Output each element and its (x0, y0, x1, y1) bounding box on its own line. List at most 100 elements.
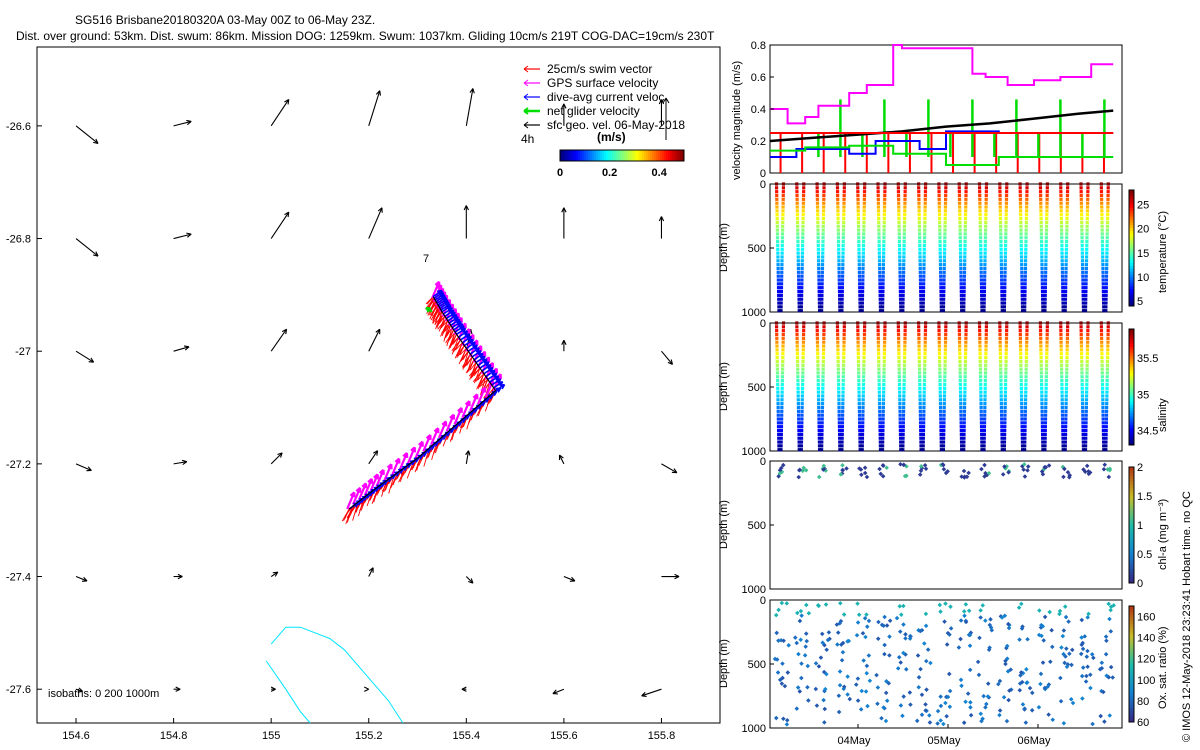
profile-point (915, 653, 921, 658)
profile-point (857, 390, 861, 394)
profile-point (901, 428, 905, 433)
profile-point (898, 413, 902, 417)
profile-point (1085, 213, 1089, 217)
profile-point (1041, 436, 1045, 440)
profile-point (780, 409, 784, 413)
profile-point (901, 432, 905, 436)
panel-colorbar-swatch (1129, 565, 1134, 569)
profile-point (898, 390, 902, 394)
profile-point (963, 247, 967, 251)
profile-point (1099, 182, 1103, 186)
profile-point (962, 293, 966, 297)
profile-point (1019, 216, 1023, 221)
profile-point (1104, 444, 1108, 448)
profile-point (797, 448, 801, 452)
profile-point (959, 263, 963, 267)
profile-point (999, 405, 1004, 410)
profile-point (1004, 344, 1008, 348)
panel-colorbar-swatch (1129, 271, 1134, 275)
profile-point (937, 205, 941, 209)
profile-point (857, 409, 862, 413)
profile-point (917, 232, 922, 236)
profile-point (821, 220, 825, 224)
profile-point (1101, 394, 1105, 398)
profile-point (781, 220, 785, 224)
profile-point (801, 371, 805, 375)
panel-colorbar-swatch (1129, 421, 1134, 426)
colorbar-swatch (676, 150, 679, 161)
profile-point (861, 259, 865, 263)
profile-point (1004, 382, 1008, 387)
profile-point (1079, 182, 1083, 186)
profile-point (1024, 394, 1028, 398)
profile-point (1064, 251, 1068, 255)
profile-point (860, 440, 864, 444)
profile-point (1065, 201, 1069, 205)
profile-point (857, 255, 861, 259)
profile-point (881, 301, 885, 305)
profile-point (1060, 236, 1064, 240)
profile-point (1025, 464, 1031, 469)
profile-point (959, 413, 963, 417)
panel-colorbar-swatch (1129, 436, 1134, 440)
profile-point (823, 602, 829, 607)
profile-point (817, 440, 822, 444)
svg-text:dive-avg current veloc.: dive-avg current veloc. (547, 90, 668, 104)
profile-point (917, 352, 921, 356)
profile-point (881, 289, 885, 294)
profile-point (923, 186, 928, 190)
map-chart: 154.6 154.8 155 155.2 155.4 155.6 155.8 -26.6-… (6, 46, 721, 742)
panel-y-tick-label: 1000 (742, 723, 766, 735)
profile-point (816, 352, 820, 356)
profile-point (963, 390, 967, 394)
profile-point (1059, 224, 1064, 228)
profile-point (917, 344, 921, 348)
profile-point (939, 270, 943, 274)
profile-point (820, 448, 824, 452)
profile-point (841, 402, 845, 406)
profile-point (820, 436, 824, 440)
profile-point (959, 417, 963, 421)
profile-point (1061, 289, 1065, 294)
profile-point (1081, 282, 1085, 286)
profile-point (957, 336, 962, 340)
profile-point (842, 201, 846, 205)
profile-point (1045, 209, 1049, 213)
profile-point (816, 348, 820, 352)
profile-point (797, 440, 801, 444)
profile-point (777, 305, 781, 309)
profile-point (877, 224, 881, 228)
profile-point (999, 224, 1003, 228)
gps-velocity-head (425, 434, 432, 440)
profile-point (1104, 409, 1109, 413)
profile-point (1040, 409, 1044, 413)
geo-vector-head (461, 686, 467, 692)
profile-point (1062, 604, 1068, 609)
profile-point (841, 251, 845, 255)
profile-point (1085, 664, 1090, 670)
panel-colorbar-swatch (1129, 719, 1134, 723)
profile-point (964, 348, 968, 352)
profile-point (882, 240, 886, 244)
profile-point (923, 197, 927, 201)
profile-point (1004, 340, 1009, 344)
profile-point (1064, 255, 1068, 259)
profile-point (1024, 247, 1028, 251)
profile-point (901, 440, 905, 444)
profile-point (939, 278, 943, 282)
profile-point (1060, 263, 1064, 267)
profile-point (836, 240, 841, 244)
profile-point (820, 440, 824, 444)
velocity-series-line (770, 144, 1114, 166)
profile-point (1019, 209, 1023, 213)
profile-point (897, 348, 901, 352)
gps-velocity-head (436, 284, 443, 291)
profile-point (817, 405, 821, 410)
profile-point (979, 259, 983, 263)
profile-point (922, 462, 928, 468)
profile-point (917, 359, 921, 363)
profile-point (1104, 293, 1108, 297)
profile-point (840, 282, 845, 286)
profile-point (896, 190, 901, 194)
profile-point (942, 286, 946, 290)
